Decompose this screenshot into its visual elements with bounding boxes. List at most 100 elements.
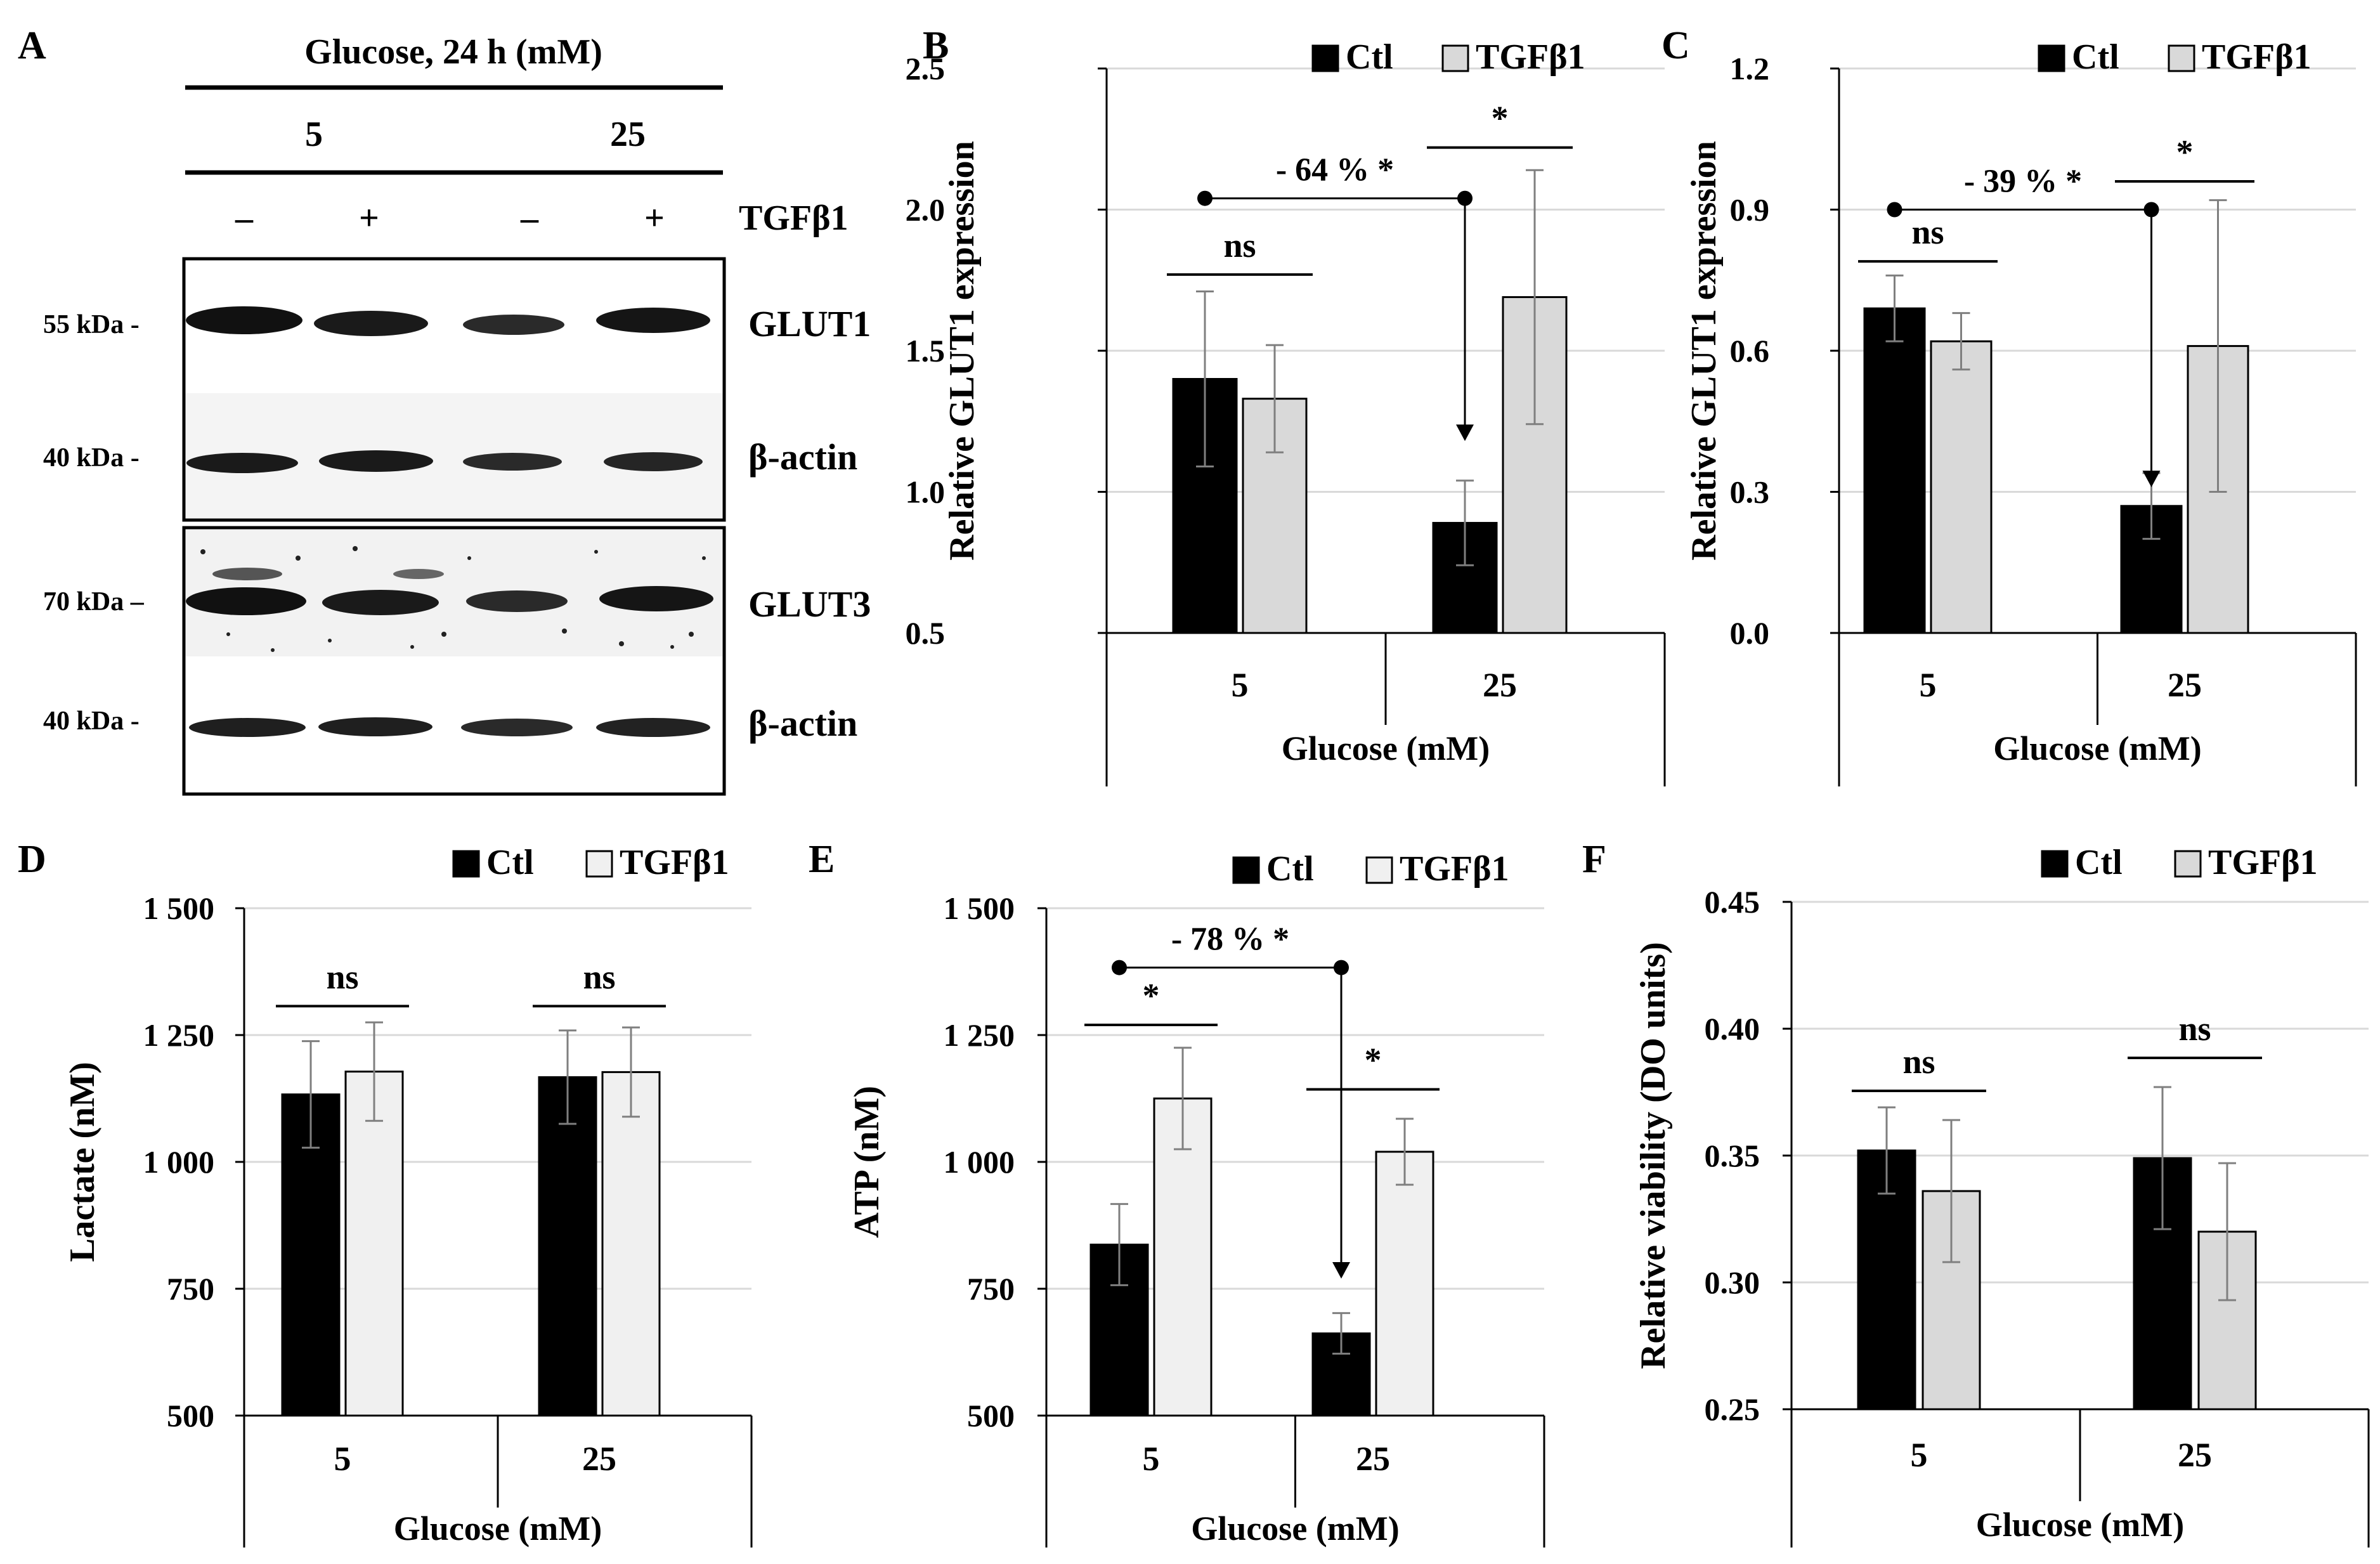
legend-label-tgfb1: TGFβ1 — [2202, 37, 2312, 77]
legend-label-ctl: Ctl — [2075, 843, 2123, 882]
significance-label: ns — [2178, 1010, 2211, 1048]
panel-letter-b: B — [923, 24, 949, 67]
protein-glut1: GLUT1 — [748, 303, 871, 344]
band-glut3-lane3 — [466, 590, 568, 612]
band-glut1-lane3 — [463, 315, 564, 335]
band-actin1-lane4 — [604, 452, 703, 471]
y-axis-label: ATP (nM) — [847, 1086, 887, 1238]
lane-sign-1: – — [235, 199, 254, 238]
blot-2 — [182, 526, 726, 796]
y-tick-label: 1 500 — [944, 890, 1015, 926]
legend-swatch-tgfb1 — [585, 850, 613, 878]
x-axis-label: Glucose (mM) — [1191, 1509, 1399, 1548]
lane-sign-4: + — [644, 199, 665, 238]
marker-55kda: 55 kDa - — [43, 310, 140, 339]
marker-70kda: 70 kDa – — [43, 587, 145, 616]
band-glut3-lane2-upper — [393, 569, 444, 579]
x-axis-label: Glucose (mM) — [1993, 729, 2201, 767]
y-tick-label: 2.5 — [906, 51, 946, 86]
significance-label: * — [2176, 133, 2194, 171]
protein-actin-blot2: β-actin — [748, 703, 857, 744]
y-tick-label: 0.40 — [1705, 1011, 1760, 1046]
x-category-label: 25 — [582, 1440, 616, 1478]
significance-label: ns — [1223, 226, 1256, 264]
bar-tgfb1-25 — [1375, 1150, 1434, 1417]
legend-swatch-ctl — [2041, 850, 2069, 878]
comparison-arrowhead — [1332, 1262, 1350, 1279]
panel-letter-d: D — [18, 838, 46, 881]
comparison-dot-left — [1112, 960, 1127, 975]
legend-label-tgfb1: TGFβ1 — [1400, 849, 1509, 889]
comparison-label: - 39 % * — [1964, 164, 2082, 200]
y-tick-label: 2.0 — [906, 192, 946, 228]
x-category-label: 5 — [1143, 1440, 1160, 1478]
y-tick-label: 500 — [167, 1398, 214, 1433]
lane-sign-2: + — [359, 199, 379, 238]
band-glut1-lane1 — [186, 306, 302, 334]
glucose-level-25: 25 — [610, 115, 646, 154]
y-tick-label: 750 — [967, 1271, 1015, 1307]
y-tick-label: 0.25 — [1705, 1391, 1760, 1427]
x-category-label: 25 — [2178, 1436, 2212, 1474]
legend-swatch-ctl — [1311, 44, 1339, 72]
significance-label: * — [1492, 100, 1509, 138]
lane-sign-3: – — [520, 199, 539, 238]
band-actin2-lane1 — [189, 718, 306, 737]
y-axis-label: Relative GLUT1 expression — [942, 141, 982, 561]
legend-swatch-ctl — [452, 850, 480, 878]
panel-letter-c: C — [1661, 24, 1690, 67]
bar-ctl-25 — [538, 1076, 597, 1417]
legend-swatch-ctl — [2038, 44, 2065, 72]
band-glut1-lane4 — [596, 308, 710, 333]
y-tick-label: 0.6 — [1730, 333, 1770, 368]
significance-label: ns — [326, 958, 358, 996]
legend-swatch-tgfb1 — [2168, 44, 2195, 72]
y-tick-label: 1.5 — [906, 333, 946, 368]
y-tick-label: 1 000 — [944, 1144, 1015, 1180]
panel-letter-f: F — [1582, 838, 1606, 881]
band-actin1-lane1 — [186, 453, 298, 473]
marker-40kda-blot2: 40 kDa - — [43, 707, 140, 736]
x-category-label: 25 — [2168, 666, 2202, 704]
band-actin1-lane2 — [319, 450, 433, 472]
legend-swatch-ctl — [1232, 856, 1260, 884]
significance-label: ns — [1911, 213, 1944, 251]
x-axis-label: Glucose (mM) — [394, 1509, 602, 1548]
comparison-label: - 64 % * — [1276, 152, 1394, 188]
blot-1 — [182, 257, 726, 522]
legend-swatch-tgfb1 — [2174, 850, 2202, 878]
protein-actin-blot1: β-actin — [748, 436, 857, 478]
panel-d-lactate-chart: D 500 750 1 000 1 250 1 500 Lactate (nM) Glucos… — [18, 838, 753, 1548]
legend-label-ctl: Ctl — [486, 843, 534, 882]
y-tick-label: 0.35 — [1705, 1138, 1760, 1173]
panel-letter-e: E — [809, 838, 835, 881]
legend-label-ctl: Ctl — [1266, 849, 1314, 889]
panel-letter-a: A — [18, 24, 46, 67]
y-tick-label: 1 500 — [143, 890, 215, 926]
y-tick-label: 1.0 — [906, 474, 946, 510]
x-category-label: 25 — [1483, 666, 1517, 704]
y-tick-label: 0.0 — [1730, 615, 1770, 651]
x-category-label: 5 — [1911, 1436, 1928, 1474]
blot-header: Glucose, 24 h (mM) — [304, 32, 602, 72]
band-glut3-lane4 — [599, 586, 713, 611]
y-tick-label: 0.5 — [906, 615, 946, 651]
comparison-arrowhead — [2142, 471, 2161, 488]
panel-f-viability-chart: F 0.25 0.30 0.35 0.40 0.45 Relative viability … — [1582, 838, 2370, 1548]
y-axis-label: Relative viability (DO units) — [1634, 942, 1673, 1369]
band-glut1-lane2 — [314, 311, 428, 336]
panel-a-western-blot: A Glucose, 24 h (mM) 5 25 – + – + TGFβ1 … — [18, 24, 871, 796]
marker-40kda-blot1: 40 kDa - — [43, 443, 140, 472]
significance-label: * — [1143, 977, 1160, 1015]
band-actin2-lane3 — [461, 719, 573, 736]
legend-label-tgfb1: TGFβ1 — [620, 843, 729, 882]
blot-2-speckles — [200, 546, 706, 652]
comparison-dot-left — [1197, 190, 1213, 206]
x-category-label: 25 — [1356, 1440, 1390, 1478]
comparison-dot-left — [1887, 202, 1902, 218]
y-tick-label: 1 000 — [143, 1144, 215, 1180]
legend-swatch-tgfb1 — [1441, 44, 1469, 72]
legend-label-tgfb1: TGFβ1 — [1476, 37, 1585, 77]
band-actin2-lane2 — [318, 717, 432, 736]
significance-label: ns — [583, 958, 615, 996]
